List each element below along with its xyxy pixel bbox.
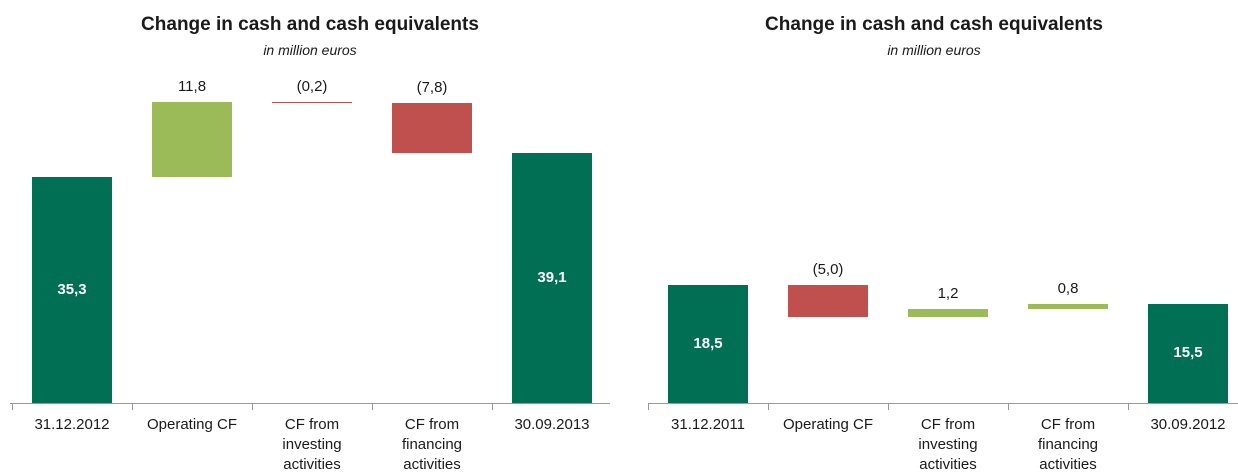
data-label: 35,3	[57, 281, 87, 299]
bar	[908, 308, 988, 317]
chart-title: Change in cash and cash equivalents	[765, 14, 1103, 35]
chart-subtitle: in million euros	[887, 42, 981, 58]
axis-tick	[768, 403, 769, 410]
bar	[512, 152, 592, 403]
bar	[1028, 303, 1108, 309]
data-label: 11,8	[177, 77, 207, 95]
data-label: 39,1	[537, 268, 567, 286]
x-tick-label: 30.09.2013	[514, 416, 590, 433]
x-tick-label: Operating CF	[782, 416, 874, 433]
chart: Change in cash and cash equivalents in m…	[630, 0, 1238, 475]
axis-tick	[1008, 403, 1009, 410]
chart-subtitle: in million euros	[263, 42, 357, 58]
data-label: 0,8	[1057, 279, 1079, 297]
x-tick-label: 31.12.2012	[34, 416, 110, 433]
axis-tick	[372, 403, 373, 410]
bar	[32, 177, 112, 403]
data-label: (5,0)	[812, 260, 844, 278]
axis-tick	[1128, 403, 1129, 410]
x-axis	[648, 403, 1238, 404]
x-tick-label: CF from financing activities	[401, 416, 463, 473]
chart-title: Change in cash and cash equivalents	[141, 14, 479, 35]
data-label: (0,2)	[296, 77, 328, 95]
axis-tick	[12, 403, 13, 410]
chart: Change in cash and cash equivalents in m…	[10, 14, 610, 473]
data-label: 18,5	[693, 334, 723, 352]
x-tick-label: Operating CF	[146, 416, 238, 433]
bar	[272, 101, 352, 103]
x-axis	[10, 403, 610, 404]
x-tick-label: CF from investing activities	[918, 416, 978, 473]
axis-tick	[132, 403, 133, 410]
data-label: (7,8)	[416, 78, 448, 96]
x-tick-label: 30.09.2012	[1150, 416, 1226, 433]
bar	[1148, 303, 1228, 403]
axis-tick	[648, 403, 649, 410]
axis-tick	[252, 403, 253, 410]
data-label: 1,2	[937, 284, 959, 302]
data-label: 15,5	[1173, 344, 1203, 362]
bar	[152, 101, 232, 178]
x-tick-label: CF from financing activities	[1037, 416, 1099, 473]
axis-tick	[888, 403, 889, 410]
bar	[668, 284, 748, 403]
bar	[788, 284, 868, 317]
bar	[392, 102, 472, 153]
x-tick-label: CF from investing activities	[282, 416, 342, 473]
x-tick-label: 31.12.2011	[671, 416, 745, 433]
axis-tick	[492, 403, 493, 410]
